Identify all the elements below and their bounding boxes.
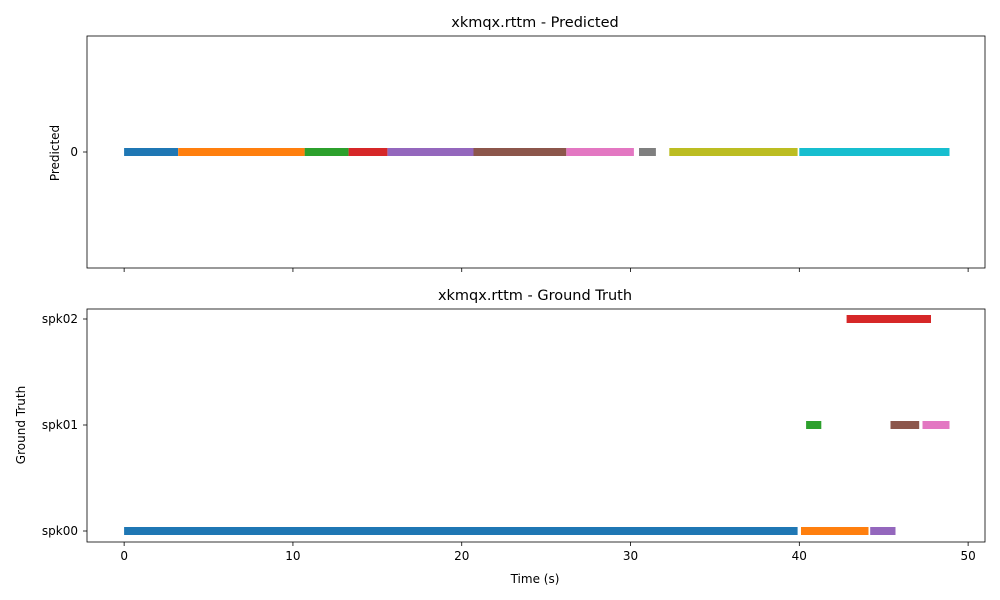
ground-truth-panel: xkmqx.rttm - Ground Truth Ground Truth T…: [14, 288, 986, 586]
predicted-x-ticks: [123, 268, 969, 272]
predicted-segments: [124, 148, 950, 156]
ground-truth-segment-spk00-0: [124, 527, 798, 535]
predicted-segment-0-6: [566, 148, 634, 156]
predicted-segment-0-1: [178, 148, 305, 156]
x-tick-label-0: 0: [120, 549, 128, 563]
ground-truth-y-axis-label: Ground Truth: [14, 386, 28, 464]
ground-truth-segment-spk00-4: [870, 527, 896, 535]
x-tick-label-20: 20: [454, 549, 469, 563]
ground-truth-title: xkmqx.rttm - Ground Truth: [438, 288, 632, 304]
predicted-title: xkmqx.rttm - Predicted: [451, 15, 618, 31]
predicted-segment-0-9: [799, 148, 950, 156]
ground-truth-y-tick-label-spk02: spk02: [42, 312, 78, 326]
predicted-segment-0-3: [348, 148, 388, 156]
predicted-segment-0-8: [669, 148, 798, 156]
ground-truth-y-tick-label-spk01: spk01: [42, 418, 78, 432]
predicted-segment-0-4: [387, 148, 474, 156]
x-tick-label-30: 30: [623, 549, 638, 563]
predicted-y-tick-label-0: 0: [70, 145, 78, 159]
ground-truth-segment-spk02-3: [846, 315, 931, 323]
x-tick-label-50: 50: [960, 549, 975, 563]
ground-truth-segment-spk00-1: [801, 527, 869, 535]
predicted-segment-0-2: [304, 148, 349, 156]
ground-truth-segment-spk01-6: [922, 421, 950, 429]
predicted-segment-0-7: [639, 148, 656, 156]
ground-truth-segment-spk01-5: [890, 421, 920, 429]
ground-truth-y-tick-label-spk00: spk00: [42, 524, 78, 538]
ground-truth-x-ticks: 0 10 20 30 40 50: [120, 542, 976, 563]
x-tick-label-10: 10: [285, 549, 300, 563]
predicted-segment-0-0: [124, 148, 179, 156]
predicted-segment-0-5: [473, 148, 567, 156]
predicted-y-ticks: 0: [70, 145, 87, 159]
predicted-y-axis-label: Predicted: [48, 125, 62, 181]
predicted-panel: xkmqx.rttm - Predicted Predicted 0: [48, 15, 986, 272]
ground-truth-y-ticks: spk00 spk01 spk02: [42, 312, 87, 538]
ground-truth-segment-spk01-2: [806, 421, 822, 429]
ground-truth-segments: [124, 315, 950, 535]
x-tick-label-40: 40: [792, 549, 807, 563]
ground-truth-plot-frame: [86, 308, 986, 543]
x-axis-label: Time (s): [510, 572, 560, 586]
